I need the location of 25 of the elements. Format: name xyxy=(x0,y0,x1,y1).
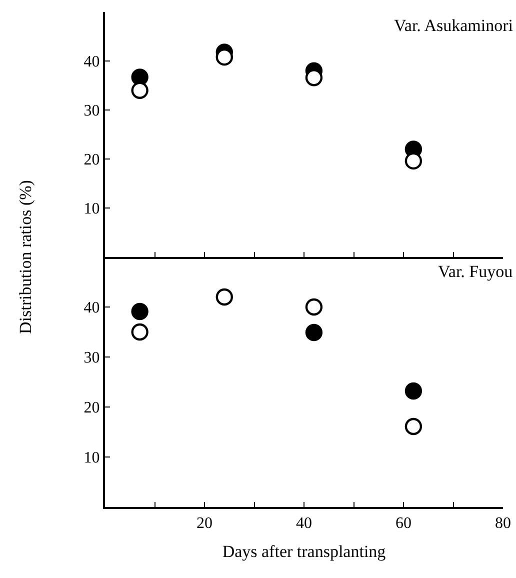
x-tick-label: 40 xyxy=(296,515,312,532)
point xyxy=(131,302,148,320)
annotation: Var. Asukaminori xyxy=(394,16,514,35)
y-tick-label: 30 xyxy=(84,350,100,367)
x-axis-title: Days after transplanting xyxy=(222,542,386,562)
point xyxy=(216,288,233,306)
x-tick-label: 60 xyxy=(396,515,412,532)
y-tick-label: 40 xyxy=(84,54,100,71)
annotation: Var. Fuyou xyxy=(438,262,514,281)
y-tick-label: 20 xyxy=(84,400,100,417)
point xyxy=(131,323,148,341)
x-tick-label: 80 xyxy=(495,515,511,532)
point xyxy=(305,69,323,86)
y-tick-label: 40 xyxy=(84,300,100,317)
y-tick-label: 10 xyxy=(84,450,100,467)
y-tick-label: 30 xyxy=(84,102,100,120)
point xyxy=(305,298,323,316)
x-tick-label: 20 xyxy=(196,515,212,532)
point xyxy=(404,382,422,400)
y-tick-label: 10 xyxy=(84,200,100,218)
point xyxy=(131,82,148,99)
point xyxy=(404,418,422,436)
point xyxy=(305,324,323,342)
y-axis-title: Distribution ratios (%) xyxy=(16,180,36,334)
y-tick-label: 20 xyxy=(84,152,100,169)
